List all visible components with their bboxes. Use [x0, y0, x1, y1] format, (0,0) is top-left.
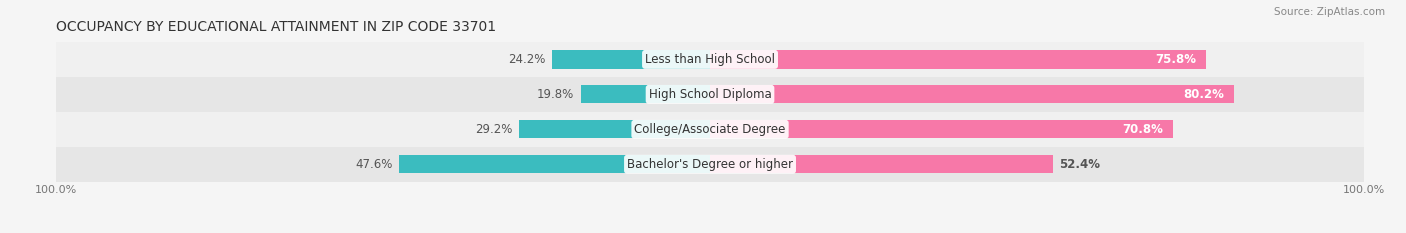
- Text: Bachelor's Degree or higher: Bachelor's Degree or higher: [627, 158, 793, 171]
- Bar: [710, 120, 1173, 138]
- Bar: [56, 42, 1364, 77]
- Text: 29.2%: 29.2%: [475, 123, 513, 136]
- Bar: [56, 112, 1364, 147]
- Bar: [551, 50, 710, 69]
- Bar: [710, 50, 1205, 69]
- Text: High School Diploma: High School Diploma: [648, 88, 772, 101]
- Text: Less than High School: Less than High School: [645, 53, 775, 66]
- Text: 70.8%: 70.8%: [1122, 123, 1163, 136]
- Text: 75.8%: 75.8%: [1154, 53, 1195, 66]
- Text: OCCUPANCY BY EDUCATIONAL ATTAINMENT IN ZIP CODE 33701: OCCUPANCY BY EDUCATIONAL ATTAINMENT IN Z…: [56, 20, 496, 34]
- Text: College/Associate Degree: College/Associate Degree: [634, 123, 786, 136]
- Text: 52.4%: 52.4%: [1059, 158, 1099, 171]
- Text: Source: ZipAtlas.com: Source: ZipAtlas.com: [1274, 7, 1385, 17]
- Text: 24.2%: 24.2%: [508, 53, 546, 66]
- Bar: [56, 77, 1364, 112]
- Bar: [519, 120, 710, 138]
- Bar: [710, 155, 1053, 173]
- Text: 80.2%: 80.2%: [1184, 88, 1225, 101]
- Text: 19.8%: 19.8%: [537, 88, 574, 101]
- Text: 47.6%: 47.6%: [354, 158, 392, 171]
- Bar: [399, 155, 710, 173]
- Bar: [56, 147, 1364, 182]
- Bar: [710, 85, 1234, 103]
- Bar: [581, 85, 710, 103]
